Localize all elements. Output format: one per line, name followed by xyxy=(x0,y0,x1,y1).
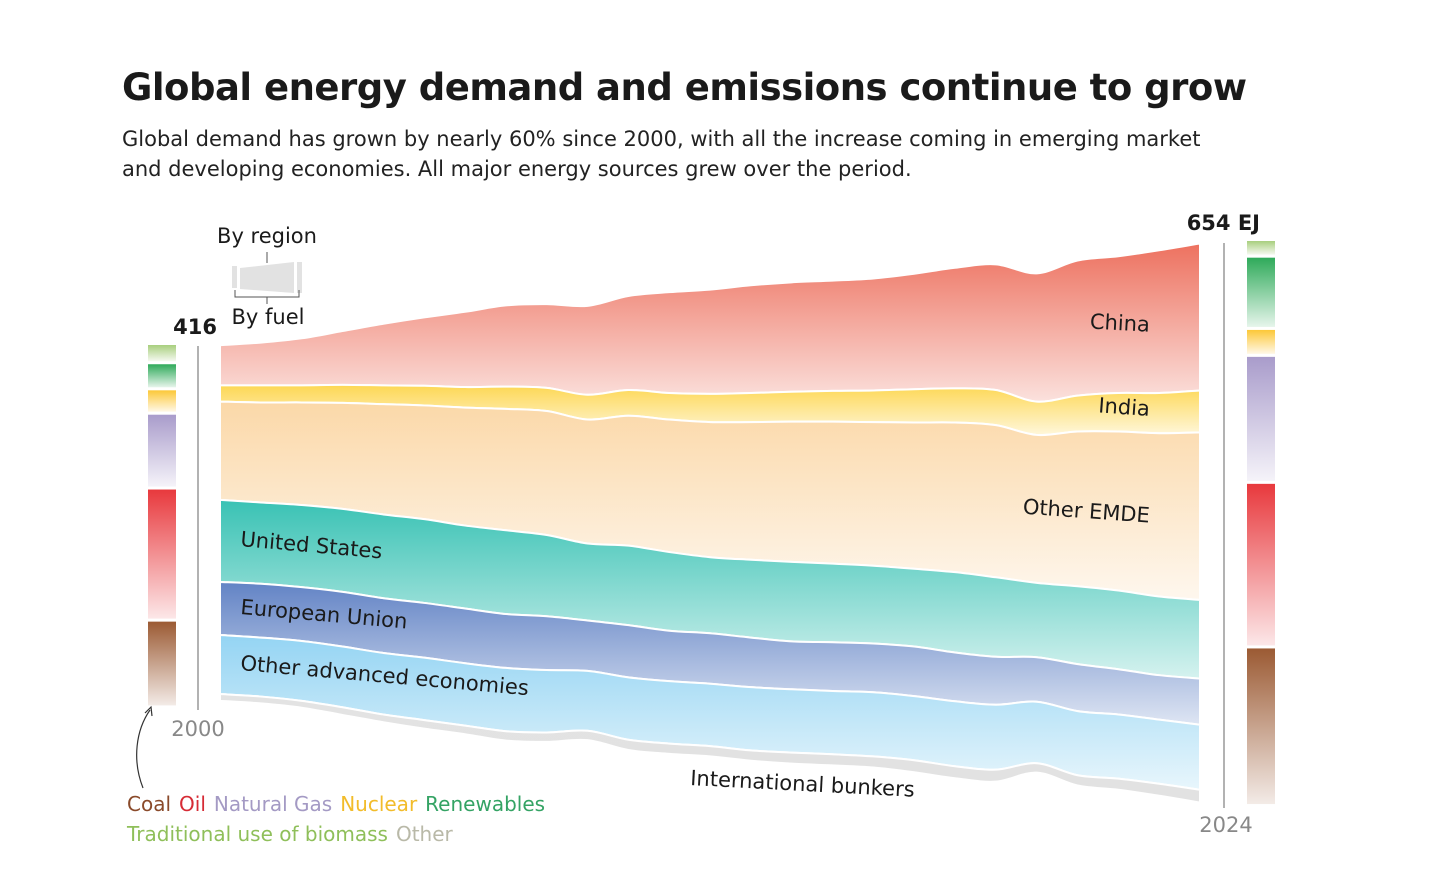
legend-nuclear: Nuclear xyxy=(340,792,418,816)
total-label-2000: 416 xyxy=(173,315,217,339)
legend-renewables: Renewables xyxy=(425,792,546,816)
inset-bar-right xyxy=(297,262,302,293)
fuel-bar-2024-traditional-use-of-biomass xyxy=(1247,241,1275,255)
legend-other: Other xyxy=(395,822,453,846)
fuel-bar-2000-traditional-use-of-biomass xyxy=(148,345,176,362)
total-label-2024: 654 EJ xyxy=(1187,211,1260,235)
fuel-bar-2024-natural-gas xyxy=(1247,356,1275,481)
inset-explainer: By region By fuel xyxy=(217,224,317,329)
series-label-india: India xyxy=(1098,393,1151,421)
legend-arrow xyxy=(136,709,151,789)
fuel-bar-2000-oil xyxy=(148,489,176,619)
x-tick-2000: 2000 xyxy=(171,717,224,741)
inset-by-region-label: By region xyxy=(217,224,317,248)
series-label-bunkers: International bunkers xyxy=(690,766,916,802)
area-china xyxy=(219,242,1201,403)
inset-bar-left xyxy=(232,266,237,288)
x-tick-2024: 2024 xyxy=(1199,813,1252,837)
fuel-bar-2000-renewables xyxy=(148,364,176,388)
chart-title: Global energy demand and emissions conti… xyxy=(122,66,1247,109)
legend-natural-gas: Natural Gas xyxy=(213,792,333,816)
fuel-bar-2000-nuclear xyxy=(148,390,176,412)
inset-by-fuel-label: By fuel xyxy=(232,305,305,329)
fuel-bar-2024-oil xyxy=(1247,483,1275,646)
legend: Coal Oil Natural Gas Nuclear Renewables Trad… xyxy=(127,789,647,849)
legend-coal: Coal xyxy=(127,792,172,816)
fuel-bar-2024-nuclear xyxy=(1247,329,1275,354)
fuel-bar-2000-natural-gas xyxy=(148,414,176,487)
legend-oil: Oil xyxy=(179,792,206,816)
legend-arrow-head xyxy=(144,705,153,717)
inset-stream-shape xyxy=(240,262,294,293)
area-international-bunkers xyxy=(219,692,1201,804)
fuel-bar-2000-coal xyxy=(148,621,176,706)
chart-subtitle: Global demand has grown by nearly 60% si… xyxy=(122,127,1201,181)
fuel-bar-2024-coal xyxy=(1247,648,1275,805)
fuel-bar-2024-renewables xyxy=(1247,257,1275,327)
legend-traditional-biomass: Traditional use of biomass xyxy=(127,822,388,846)
series-label-china: China xyxy=(1089,310,1150,337)
